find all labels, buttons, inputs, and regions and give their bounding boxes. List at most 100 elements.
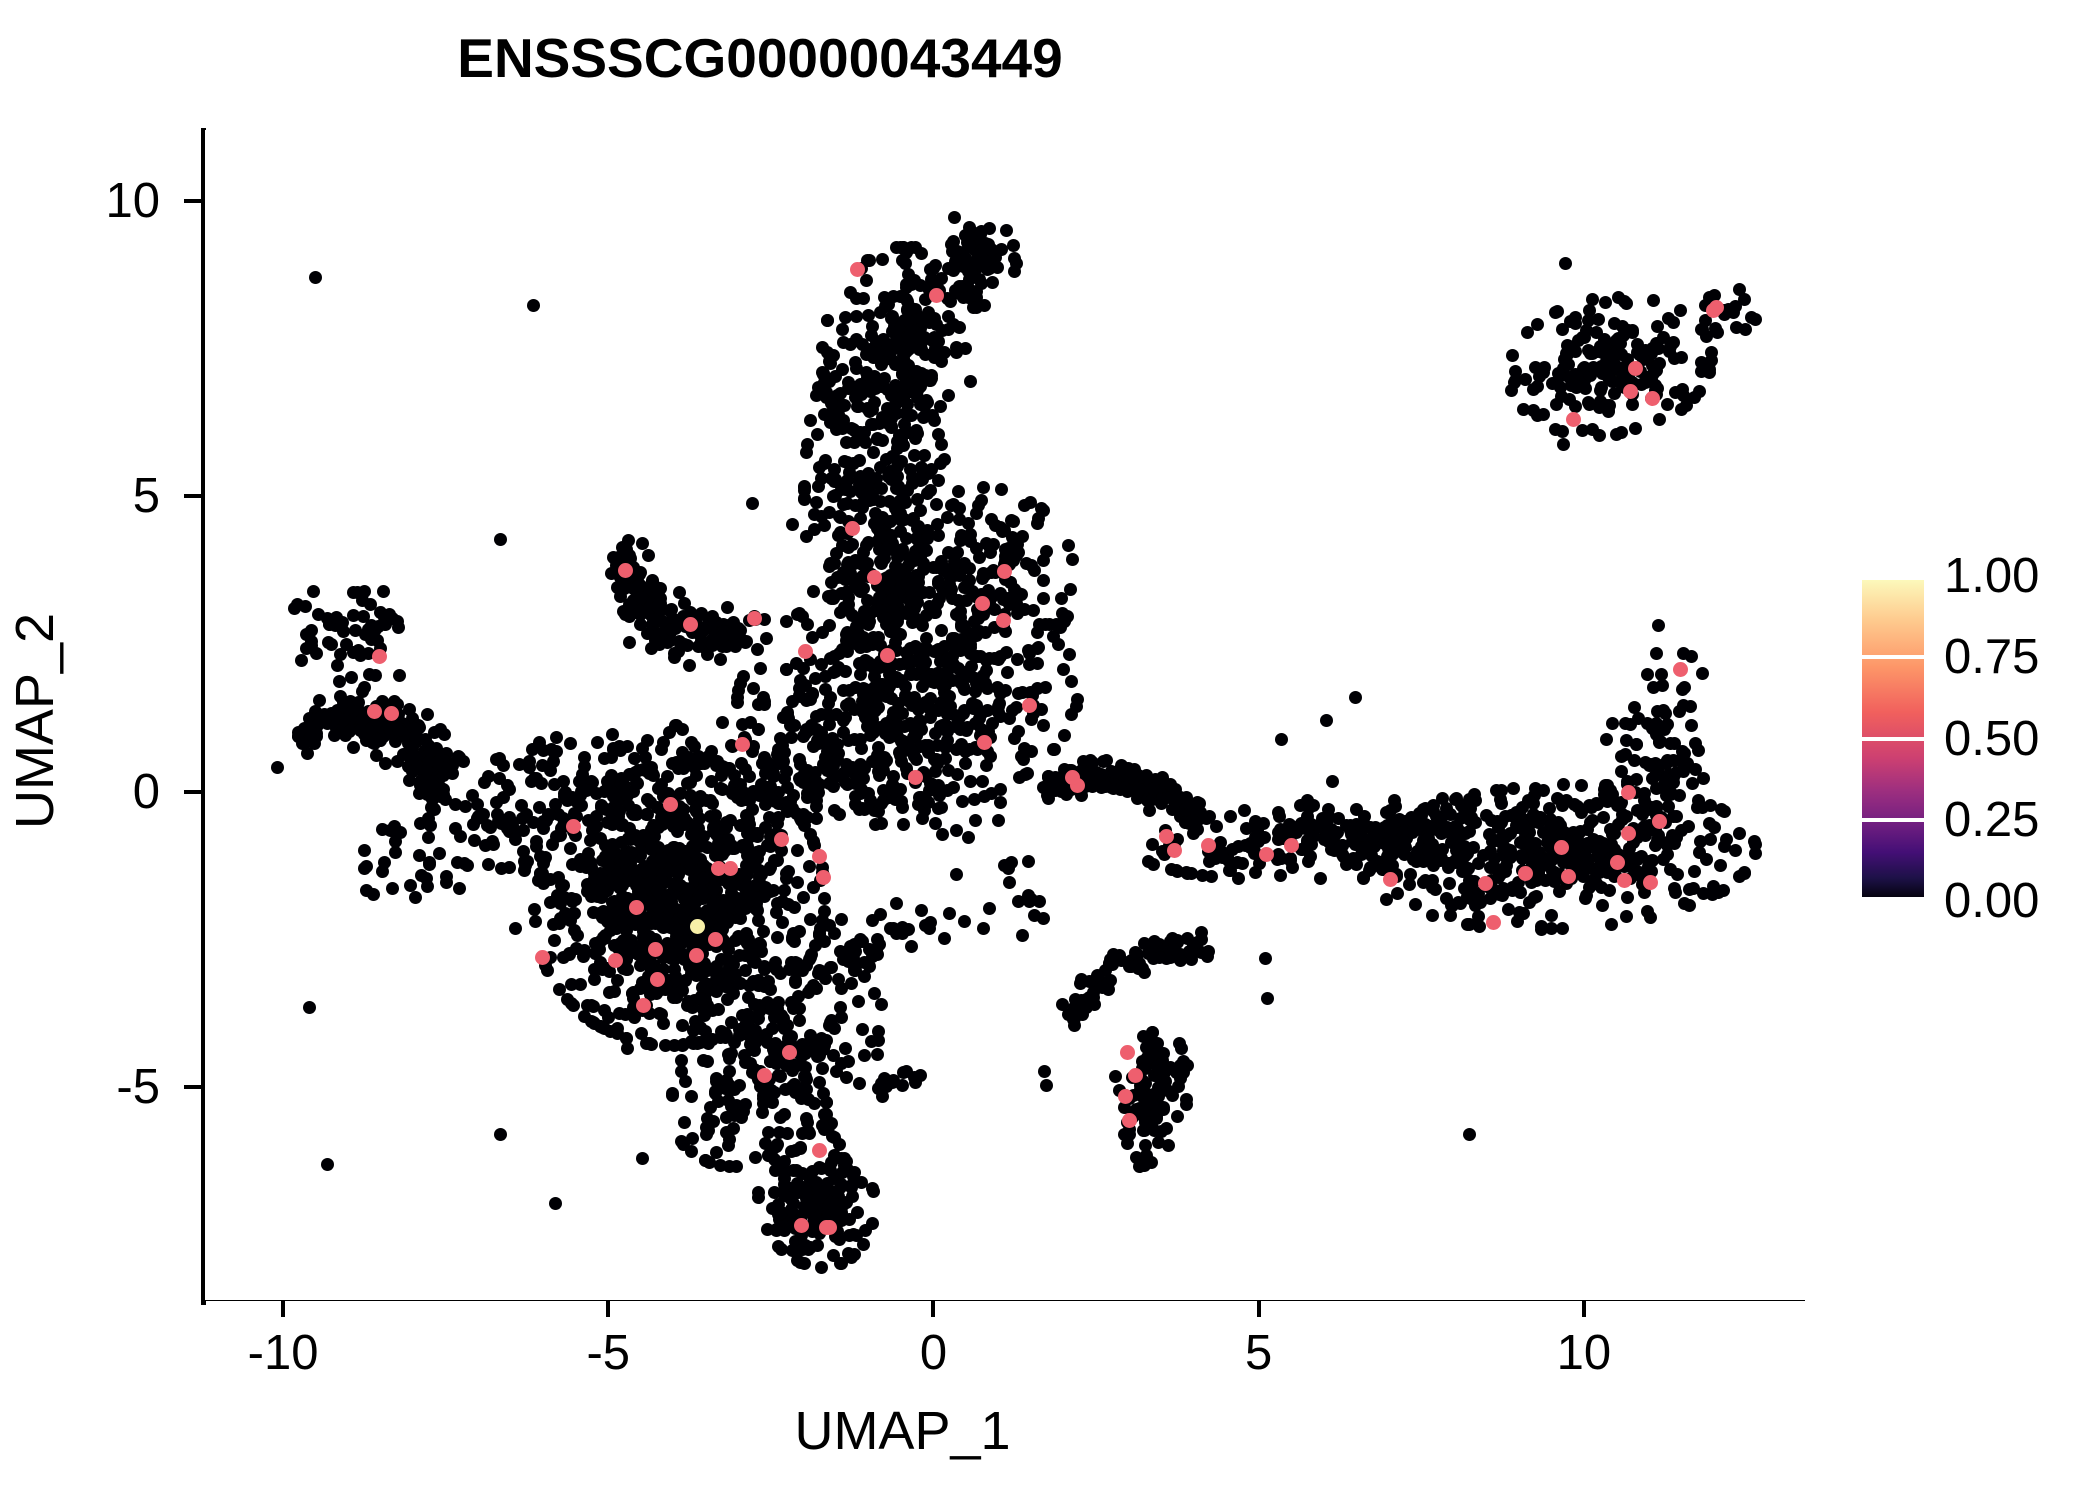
scatter-point — [1459, 849, 1473, 863]
scatter-point — [931, 574, 945, 588]
scatter-point — [389, 834, 403, 848]
scatter-point — [824, 651, 838, 665]
scatter-point — [529, 835, 543, 849]
scatter-point — [1684, 700, 1698, 714]
scatter-point — [772, 1125, 786, 1139]
scatter-point — [1544, 908, 1558, 922]
scatter-point — [809, 779, 822, 793]
scatter-point — [634, 958, 647, 972]
scatter-point — [977, 922, 991, 936]
scatter-point — [785, 695, 799, 708]
scatter-point — [1538, 873, 1552, 887]
scatter-point — [1682, 883, 1696, 897]
scatter-point — [1606, 348, 1620, 362]
scatter-point — [828, 927, 842, 941]
scatter-point — [684, 1145, 698, 1159]
scatter-point — [1600, 733, 1614, 747]
scatter-point — [1006, 514, 1020, 528]
scatter-point — [897, 348, 910, 362]
scatter-point — [1016, 928, 1030, 942]
scatter-point — [1022, 854, 1036, 868]
scatter-point — [1709, 299, 1724, 315]
scatter-point — [1557, 778, 1571, 792]
scatter-point — [760, 632, 774, 646]
scatter-point — [1159, 1121, 1173, 1135]
scatter-point — [852, 1076, 866, 1090]
scatter-point — [721, 992, 735, 1006]
scatter-point — [1117, 1088, 1133, 1104]
scatter-point — [890, 674, 904, 688]
scatter-point — [790, 843, 804, 857]
scatter-point — [1082, 990, 1096, 1004]
scatter-point — [1615, 813, 1629, 827]
scatter-point — [484, 820, 498, 834]
scatter-point — [512, 758, 526, 772]
scatter-point — [1056, 663, 1070, 677]
scatter-point — [1314, 872, 1328, 886]
scatter-point — [1128, 1067, 1144, 1083]
scatter-point — [565, 818, 581, 834]
scatter-point — [895, 253, 909, 267]
scatter-point — [832, 407, 846, 421]
scatter-point — [1397, 847, 1411, 861]
scatter-point — [344, 670, 358, 684]
scatter-point — [857, 772, 871, 786]
scatter-point — [1435, 826, 1449, 840]
scatter-point — [1557, 437, 1570, 451]
scatter-point — [788, 718, 801, 732]
scatter-point — [1037, 591, 1051, 605]
scatter-point — [681, 995, 695, 1009]
scatter-point — [459, 800, 473, 813]
y-tick-label: 10 — [105, 173, 160, 228]
scatter-point — [921, 531, 935, 545]
scatter-point — [993, 782, 1007, 796]
scatter-point — [604, 846, 618, 860]
scatter-point — [682, 616, 698, 632]
scatter-point — [957, 556, 971, 570]
scatter-point — [438, 793, 452, 807]
scatter-point — [1320, 714, 1334, 728]
y-tick-mark — [184, 1085, 201, 1090]
scatter-point — [1200, 950, 1214, 964]
scatter-point — [1733, 283, 1747, 296]
y-tick-label: -5 — [116, 1060, 160, 1115]
scatter-point — [557, 950, 571, 964]
scatter-point — [804, 413, 818, 427]
scatter-point — [942, 907, 956, 921]
scatter-point — [1714, 859, 1727, 873]
scatter-point — [1656, 331, 1670, 345]
scatter-point — [467, 833, 481, 847]
scatter-point — [757, 962, 771, 976]
scatter-point — [967, 793, 981, 807]
scatter-point — [949, 607, 963, 621]
scatter-point — [891, 718, 904, 732]
scatter-point — [1517, 866, 1533, 882]
scatter-point — [635, 916, 649, 930]
scatter-point — [857, 604, 871, 618]
scatter-point — [1274, 732, 1288, 746]
scatter-point — [1647, 681, 1661, 695]
scatter-point — [564, 841, 578, 855]
x-tick-mark — [1581, 1301, 1586, 1317]
scatter-point — [772, 1239, 786, 1253]
scatter-point — [908, 640, 922, 654]
scatter-point — [715, 715, 729, 729]
scatter-point — [794, 1092, 808, 1106]
scatter-point — [790, 1164, 803, 1178]
scatter-point — [1616, 873, 1632, 889]
scatter-point — [893, 289, 907, 303]
scatter-point — [1549, 397, 1563, 411]
scatter-point — [750, 643, 764, 657]
scatter-point — [685, 1132, 699, 1146]
scatter-point — [796, 730, 810, 744]
x-tick-label: -10 — [247, 1326, 319, 1380]
scatter-point — [334, 647, 348, 661]
scatter-point — [1453, 812, 1467, 825]
scatter-point — [913, 331, 927, 345]
scatter-point — [1000, 224, 1014, 237]
scatter-point — [1273, 868, 1287, 882]
scatter-point — [1223, 810, 1237, 824]
scatter-point — [779, 866, 793, 880]
scatter-point — [366, 887, 380, 901]
